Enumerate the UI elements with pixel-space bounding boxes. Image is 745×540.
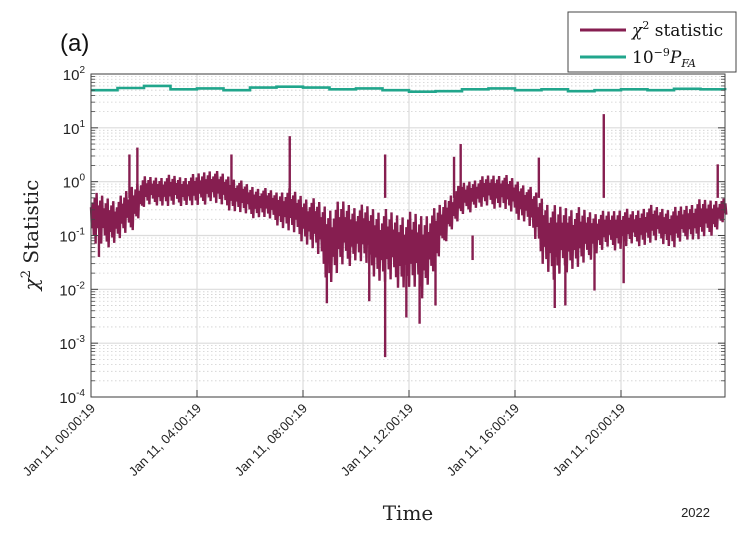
legend-pfa-main: 10 — [632, 48, 654, 68]
x-tick-label: Jan 11, 16:00:19 — [444, 401, 522, 479]
y-tick-base: 10 — [59, 229, 76, 246]
y-tick-label: 100 — [63, 173, 86, 192]
y-tick-base: 10 — [63, 121, 80, 138]
y-tick-exponent: 0 — [79, 173, 85, 184]
chi2-series-line — [89, 170, 728, 299]
y-tick-exponent: -4 — [76, 388, 85, 399]
pfa-series-line — [91, 84, 727, 93]
y-tick-base: 10 — [59, 390, 76, 407]
legend-pfa-sup: −9 — [654, 46, 670, 59]
year-label: 2022 — [681, 505, 710, 520]
y-tick-label: 10-4 — [59, 388, 85, 407]
y-tick-base: 10 — [63, 175, 80, 192]
y-tick-exponent: -1 — [76, 227, 85, 238]
x-tick-label: Jan 11, 20:00:19 — [550, 401, 628, 479]
x-tick-label: Jan 11, 08:00:19 — [232, 401, 310, 479]
y-tick-base: 10 — [59, 282, 76, 299]
y-tick-label: 102 — [63, 65, 86, 84]
y-tick-exponent: -2 — [76, 280, 85, 291]
y-tick-exponent: -3 — [76, 334, 85, 345]
x-tick-label: Jan 11, 04:00:19 — [126, 401, 204, 479]
legend-chi2-sup: 2 — [642, 19, 649, 32]
y-tick-exponent: 2 — [79, 65, 85, 76]
y-tick-base: 10 — [63, 67, 80, 84]
y-axis-label-rest: Statistic — [19, 180, 43, 270]
panel-label: (a) — [60, 30, 89, 57]
y-axis-label-sup: 2 — [19, 270, 34, 278]
y-axis-label-base: χ — [19, 276, 43, 292]
y-tick-base: 10 — [59, 336, 76, 353]
y-tick-label: 101 — [63, 119, 86, 138]
y-tick-label: 10-2 — [59, 280, 85, 299]
y-tick-exponent: 1 — [79, 119, 85, 130]
legend-label-pfa: 10−9PFA — [632, 46, 696, 70]
y-axis-label: χ2 Statistic — [19, 180, 43, 293]
legend-pfa-sub: FA — [680, 57, 696, 70]
legend: χ2 statistic 10−9PFA — [567, 11, 737, 73]
y-tick-label: 10-1 — [59, 227, 85, 246]
legend-box — [567, 11, 737, 73]
legend-pfa-rest: P — [669, 48, 682, 68]
series-layer — [89, 84, 728, 358]
x-tick-label: Jan 11, 12:00:19 — [338, 401, 416, 479]
legend-label-chi2: χ2 statistic — [631, 19, 723, 41]
y-tick-label: 10-3 — [59, 334, 85, 353]
x-tick-label: Jan 11, 00:00:19 — [20, 401, 98, 479]
legend-chi2-main: χ — [631, 21, 644, 41]
legend-chi2-rest: statistic — [649, 21, 723, 41]
x-axis-label: Time — [383, 501, 434, 525]
